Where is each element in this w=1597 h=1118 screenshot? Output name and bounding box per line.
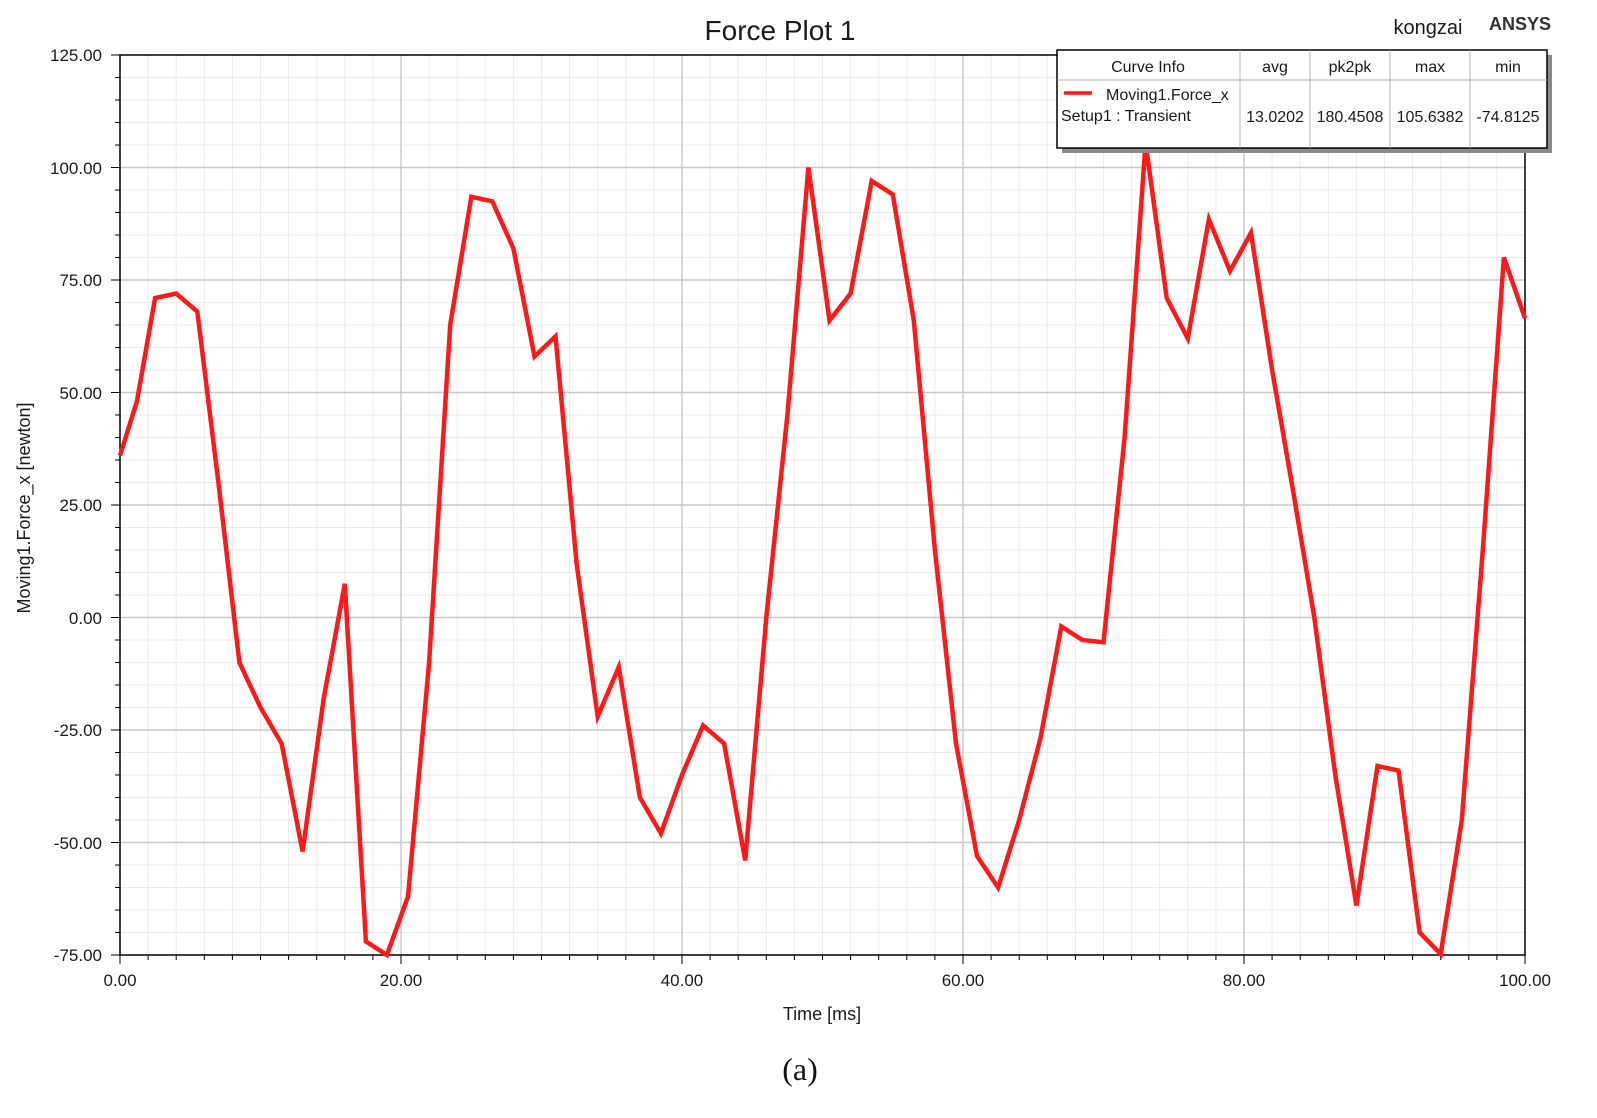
series-line-moving1-force-x [117, 142, 1528, 959]
legend-avg-value: 13.0202 [1246, 109, 1304, 126]
x-axis-ticks: 0.00 20.00 40.00 60.00 80.00 100.00 [103, 971, 1551, 990]
x-tick-label: 20.00 [380, 971, 423, 990]
legend-header-max: max [1415, 59, 1445, 76]
legend-header-avg: avg [1262, 59, 1288, 76]
x-tick-label: 0.00 [103, 971, 136, 990]
x-tick-label: 100.00 [1499, 971, 1551, 990]
y-tick-label: 50.00 [59, 384, 102, 403]
legend-box [1056, 49, 1548, 149]
y-tick-label: 25.00 [59, 496, 102, 515]
legend-curve-name: Moving1.Force_x [1106, 87, 1229, 104]
legend-header-pk2pk: pk2pk [1329, 59, 1373, 76]
x-tick-label: 60.00 [942, 971, 985, 990]
chart-title: Force Plot 1 [705, 15, 856, 46]
legend-max-value: 105.6382 [1397, 109, 1464, 126]
series-layer [117, 142, 1528, 959]
curve-info-legend: Curve Info avg pk2pk max min Moving1.For… [1056, 49, 1552, 153]
y-tick-label: -50.00 [54, 834, 102, 853]
legend-pk2pk-value: 180.4508 [1317, 109, 1384, 126]
y-axis-ticks: 125.00 100.00 75.00 50.00 25.00 0.00 -25… [50, 46, 102, 965]
legend-header-min: min [1495, 59, 1521, 76]
x-axis-title: Time [ms] [783, 1004, 861, 1024]
x-tick-label: 40.00 [661, 971, 704, 990]
legend-curve-setup: Setup1 : Transient [1061, 108, 1191, 125]
brand-logo: ANSYS [1489, 14, 1551, 34]
y-tick-label: -75.00 [54, 946, 102, 965]
minor-ticks [111, 54, 1526, 964]
y-axis-title: Moving1.Force_x [newton] [14, 402, 35, 613]
y-tick-label: 75.00 [59, 271, 102, 290]
x-tick-label: 80.00 [1223, 971, 1266, 990]
y-tick-label: -25.00 [54, 721, 102, 740]
legend-min-value: -74.8125 [1476, 109, 1539, 126]
y-tick-label: 100.00 [50, 159, 102, 178]
major-grid [120, 55, 1525, 955]
figure-caption: (a) [782, 1051, 818, 1087]
y-tick-label: 125.00 [50, 46, 102, 65]
legend-header-curve-info: Curve Info [1111, 59, 1185, 76]
y-tick-label: 0.00 [69, 609, 102, 628]
user-label: kongzai [1394, 17, 1463, 39]
